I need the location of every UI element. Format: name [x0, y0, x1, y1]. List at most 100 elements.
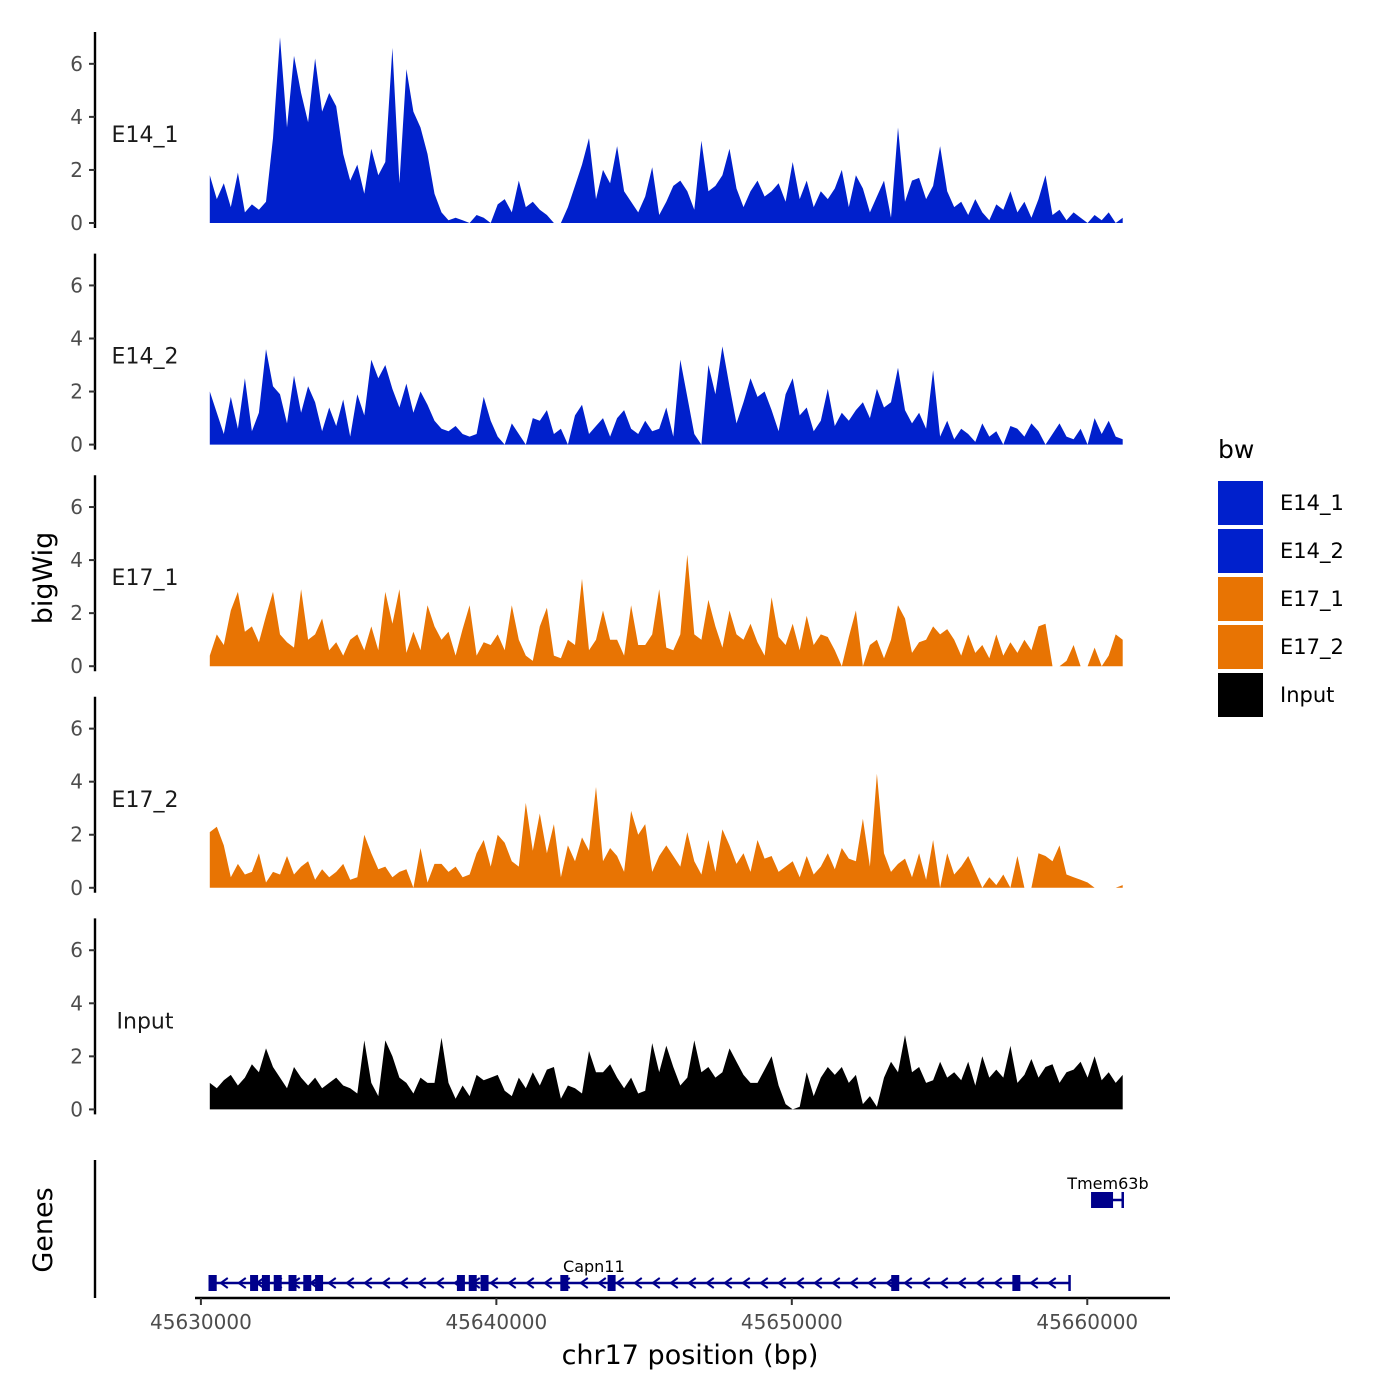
strand-chevron — [813, 1277, 823, 1289]
track-label: E14_1 — [112, 123, 179, 148]
legend: bw E14_1 E14_2 E17_1 E17_2 Input — [1218, 435, 1344, 717]
strand-chevron — [417, 1277, 427, 1289]
genes-axis-title: Genes — [28, 1187, 59, 1272]
legend-swatch — [1218, 625, 1263, 669]
track-E17_1: 0 2 4 6 E17_1 — [70, 475, 1123, 678]
exon — [480, 1275, 489, 1291]
track-E17_2: 0 2 4 6 E17_2 — [70, 696, 1123, 900]
strand-chevron — [399, 1277, 409, 1289]
strand-chevron — [1029, 1277, 1039, 1289]
legend-item-E14_1: E14_1 — [1218, 481, 1344, 525]
y-tick-label: 2 — [70, 601, 83, 625]
gene-label: Capn11 — [563, 1257, 625, 1276]
strand-chevron — [237, 1277, 247, 1289]
exon — [891, 1275, 900, 1291]
y-tick-label: 2 — [70, 823, 83, 847]
track-label: E17_1 — [112, 566, 179, 591]
strand-chevron — [507, 1277, 517, 1289]
coverage-area-E17_1 — [209, 554, 1123, 667]
legend-label: E17_2 — [1280, 635, 1344, 660]
coverage-area-Input — [209, 1035, 1123, 1110]
track-E14_2: 0 2 4 6 E14_2 — [70, 253, 1123, 457]
strand-chevron — [615, 1277, 625, 1289]
strand-chevron — [867, 1277, 877, 1289]
legend-swatch — [1218, 673, 1263, 717]
coverage-area-E14_2 — [209, 346, 1123, 445]
strand-chevron — [345, 1277, 355, 1289]
strand-chevron — [669, 1277, 679, 1289]
y-tick-label: 4 — [70, 326, 83, 350]
legend-item-E17_1: E17_1 — [1218, 577, 1344, 621]
x-axis-title: chr17 position (bp) — [562, 1340, 819, 1371]
y-tick-label: 0 — [70, 1097, 83, 1121]
track-label: E17_2 — [112, 788, 179, 813]
strand-chevron — [597, 1277, 607, 1289]
exon — [250, 1275, 259, 1291]
y-tick-label: 2 — [70, 1044, 83, 1068]
strand-chevron — [633, 1277, 643, 1289]
track-E14_1: 0 2 4 6 E14_1 — [70, 32, 1123, 235]
strand-chevron — [687, 1277, 697, 1289]
exon — [468, 1275, 477, 1291]
x-tick-label: 45640000 — [445, 1310, 547, 1334]
legend-label: E17_1 — [1280, 587, 1344, 612]
strand-chevron — [1047, 1277, 1057, 1289]
y-tick-label: 0 — [70, 211, 83, 235]
strand-chevron — [921, 1277, 931, 1289]
exon — [1012, 1275, 1021, 1291]
y-tick-label: 4 — [70, 105, 83, 129]
strand-chevron — [543, 1277, 553, 1289]
strand-chevron — [849, 1277, 859, 1289]
track-Input: 0 2 4 6 Input — [70, 918, 1123, 1121]
strand-chevron — [759, 1277, 769, 1289]
exon — [303, 1275, 312, 1291]
y-tick-label: 0 — [70, 876, 83, 900]
strand-chevron — [957, 1277, 967, 1289]
coverage-area-E14_1 — [209, 37, 1123, 223]
strand-chevron — [777, 1277, 787, 1289]
exon — [607, 1275, 616, 1291]
coverage-area-E17_2 — [209, 773, 1123, 888]
y-tick-label: 4 — [70, 770, 83, 794]
exon — [456, 1275, 465, 1291]
y-tick-label: 0 — [70, 654, 83, 678]
gene-Tmem63b: Tmem63b — [1066, 1174, 1149, 1208]
exon — [261, 1275, 270, 1291]
exon — [560, 1275, 569, 1291]
genes-track: Capn11 Tmem63b — [93, 1160, 1149, 1298]
tracks-layer: 0 2 4 6 E14_1 0 2 4 6 E14_2 0 2 4 6 E17_1 0 2 4 6 E17_2 0 2 4 6… — [70, 32, 1123, 1121]
exon — [315, 1275, 324, 1291]
legend-item-E14_2: E14_2 — [1218, 529, 1344, 573]
legend-label: E14_2 — [1280, 539, 1344, 564]
y-tick-label: 6 — [70, 717, 83, 741]
x-axis: 45630000 45640000 45650000 45660000 — [150, 1296, 1170, 1334]
legend-swatch — [1218, 577, 1263, 621]
x-tick-label: 45660000 — [1036, 1310, 1138, 1334]
legend-swatch — [1218, 481, 1263, 525]
strand-chevron — [525, 1277, 535, 1289]
y-tick-label: 0 — [70, 433, 83, 457]
gene-Capn11: Capn11 — [208, 1257, 1071, 1291]
y-tick-label: 4 — [70, 548, 83, 572]
legend-label: Input — [1280, 683, 1334, 707]
track-label: E14_2 — [112, 345, 179, 370]
y-tick-label: 6 — [70, 273, 83, 297]
x-tick-label: 45630000 — [150, 1310, 252, 1334]
y-tick-label: 6 — [70, 938, 83, 962]
exon — [288, 1275, 297, 1291]
strand-chevron — [435, 1277, 445, 1289]
strand-chevron — [993, 1277, 1003, 1289]
y-tick-label: 4 — [70, 991, 83, 1015]
legend-item-Input: Input — [1218, 673, 1334, 717]
exon — [273, 1275, 282, 1291]
strand-chevron — [327, 1277, 337, 1289]
y-tick-label: 2 — [70, 158, 83, 182]
strand-chevron — [579, 1277, 589, 1289]
gene-label: Tmem63b — [1066, 1174, 1148, 1193]
legend-swatch — [1218, 529, 1263, 573]
strand-chevron — [903, 1277, 913, 1289]
strand-chevron — [489, 1277, 499, 1289]
strand-chevron — [219, 1277, 229, 1289]
strand-chevron — [975, 1277, 985, 1289]
